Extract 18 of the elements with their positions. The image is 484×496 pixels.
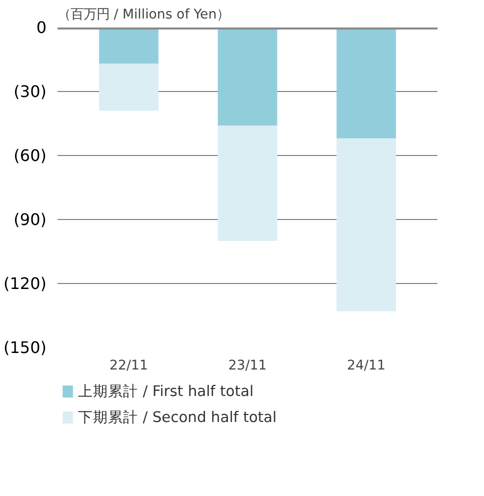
legend-label: 上期累計 / First half total [78, 383, 254, 400]
y-tick-label: (90) [14, 210, 46, 229]
bar [336, 28, 396, 138]
legend-label: 下期累計 / Second half total [78, 409, 277, 426]
y-tick-label: (30) [14, 82, 46, 101]
x-tick-label: 24/11 [347, 358, 386, 374]
y-tick-label: (150) [3, 338, 47, 357]
x-tick-label: 22/11 [110, 358, 148, 374]
y-axis-title: （百万円 / Millions of Yen） [58, 8, 230, 22]
y-tick-label: (120) [3, 274, 47, 293]
bar [99, 64, 158, 111]
y-tick-label: (60) [14, 146, 46, 165]
bar [336, 138, 396, 312]
y-tick-label: 0 [36, 18, 47, 37]
bar [218, 28, 278, 126]
x-tick-label: 23/11 [228, 358, 267, 374]
bar [218, 126, 278, 241]
bar [99, 28, 158, 64]
